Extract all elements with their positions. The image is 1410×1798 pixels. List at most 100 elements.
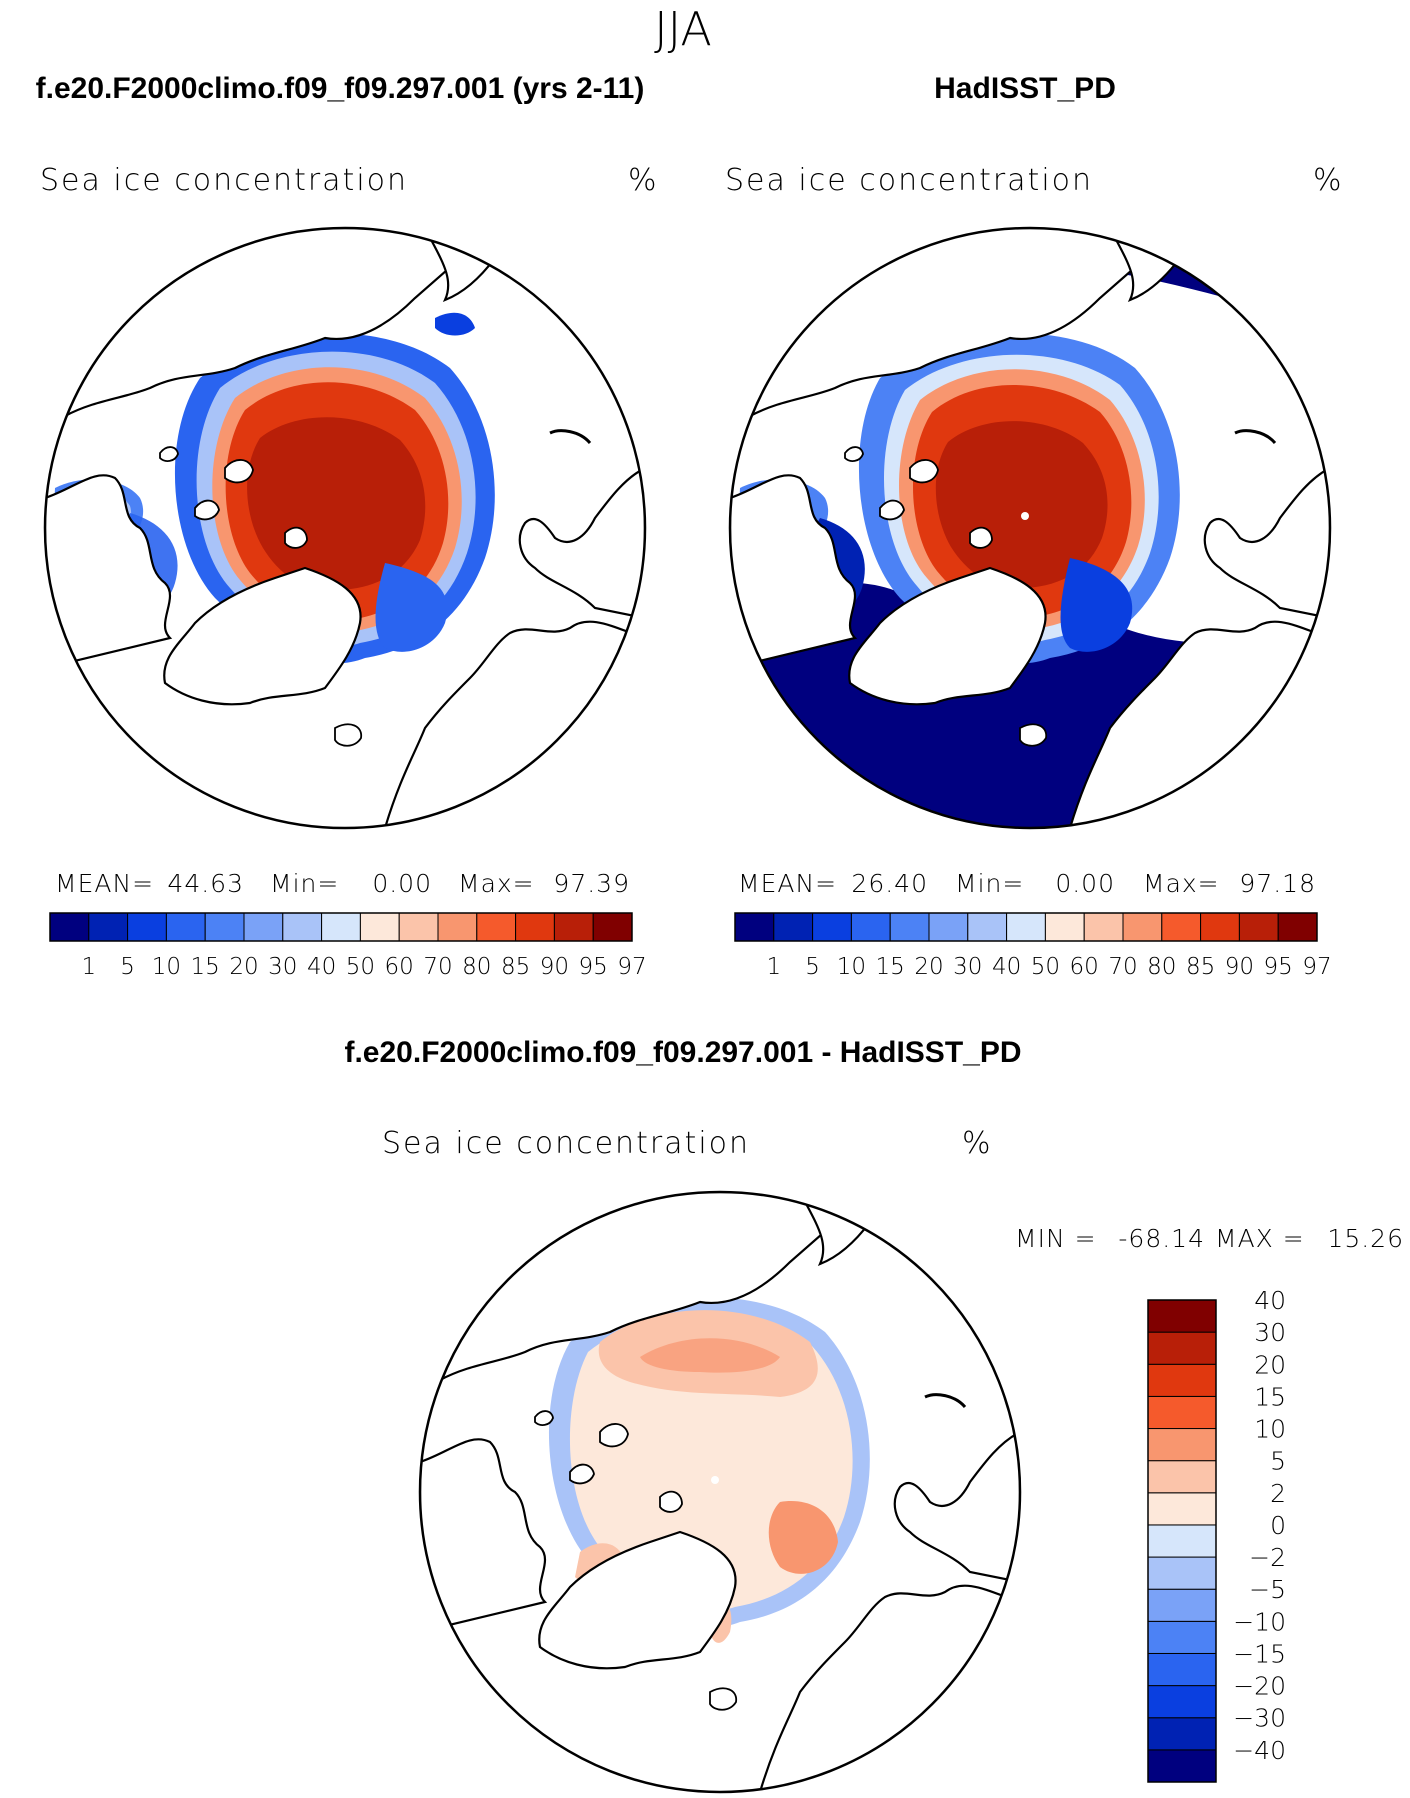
max-value-diff: 15.26 [1327,1224,1404,1253]
panel-obs: HadISST_PD Sea ice concentration % [725,72,1342,980]
colorbar-tick-label-diff: 10 [1254,1415,1286,1444]
colorbar-tick-label-obs: 97 [1302,954,1331,980]
colorbar-tick-label-diff: 2 [1270,1479,1286,1508]
colorbar-tick-label-diff: 5 [1270,1447,1286,1476]
colorbar-tick-label-obs: 80 [1147,954,1176,980]
mean-value-model: 44.63 [167,869,244,898]
colorbar-tick-label-obs: 85 [1186,954,1215,980]
colorbar-tick-label-obs: 20 [914,954,943,980]
colorbar-model: 1 5 10 15 20 30 40 50 60 70 80 85 90 95 97 [49,912,647,980]
variable-label-model: Sea ice concentration [40,163,408,198]
map-model [45,228,645,828]
colorbar-tick-label-obs: 70 [1108,954,1137,980]
map-boundary-diff [418,1190,1022,1794]
colorbar-swatch-obs [850,912,891,942]
variable-label-obs: Sea ice concentration [725,163,1093,198]
colorbar-tick-label-obs: 10 [837,954,866,980]
panel-header-diff: f.e20.F2000climo.f09_f09.297.001 - HadIS… [344,1036,1021,1069]
colorbar-tick-label-obs: 95 [1264,954,1293,980]
colorbar-swatch-diff [1147,1588,1217,1622]
units-label-diff: % [962,1126,991,1161]
map-boundary-model [43,226,647,830]
colorbar-tick-label-model: 70 [423,954,452,980]
variable-label-diff: Sea ice concentration [382,1126,750,1161]
colorbar-swatch-model [553,912,594,942]
colorbar-tick-label-diff: −10 [1233,1607,1286,1636]
colorbar-tick-label-diff: −30 [1233,1704,1286,1733]
mean-value-obs: 26.40 [851,869,928,898]
colorbar-swatch-diff [1147,1717,1217,1751]
colorbar-tick-label-model: 50 [346,954,375,980]
colorbar-swatch-diff [1147,1460,1217,1494]
min-value-diff: -68.14 [1118,1224,1205,1253]
colorbar-tick-label-obs: 1 [766,954,781,980]
colorbar-swatch-obs [1238,912,1279,942]
colorbar-frame-model [49,912,633,942]
colorbar-swatch-model [476,912,517,942]
mean-label-obs: MEAN= [738,869,837,898]
colorbar-obs: 1 5 10 15 20 30 40 50 60 70 80 85 90 95 97 [734,912,1332,980]
colorbar-swatch-model [165,912,206,942]
colorbar-swatch-obs [967,912,1008,942]
colorbar-swatch-diff [1147,1492,1217,1526]
colorbar-swatch-obs [773,912,814,942]
colorbar-tick-label-diff: 20 [1254,1350,1286,1379]
colorbar-tick-label-obs: 15 [876,954,905,980]
min-value-model: 0.00 [372,869,432,898]
colorbar-swatch-diff [1147,1524,1217,1558]
colorbar-swatch-obs [1044,912,1085,942]
units-label-model: % [628,163,657,198]
colorbar-swatch-diff [1147,1556,1217,1590]
colorbar-tick-label-model: 5 [120,954,135,980]
colorbar-swatch-diff [1147,1749,1217,1783]
season-title: JJA [654,2,712,56]
colorbar-tick-label-obs: 60 [1070,954,1099,980]
map-boundary-obs [728,226,1332,830]
panel-header-obs: HadISST_PD [934,72,1116,105]
colorbar-swatch-model [49,912,90,942]
colorbar-tick-label-obs: 90 [1225,954,1254,980]
panel-header-model: f.e20.F2000climo.f09_f09.297.001 (yrs 2-… [36,72,645,105]
min-label-diff: MIN = [1015,1224,1097,1253]
colorbar-tick-label-model: 40 [307,954,336,980]
colorbar-tick-label-diff: 15 [1254,1382,1286,1411]
colorbar-tick-label-model: 80 [462,954,491,980]
colorbar-tick-label-diff: −5 [1249,1575,1286,1604]
pole-hole-obs [1021,512,1029,520]
colorbar-tick-label-model: 60 [385,954,414,980]
min-label-obs: Min= [955,869,1024,898]
colorbar-frame-diff [1147,1299,1217,1783]
colorbar-swatch-model [398,912,439,942]
colorbar-tick-label-obs: 50 [1031,954,1060,980]
colorbar-tick-label-obs: 5 [805,954,820,980]
colorbar-tick-label-diff: −20 [1233,1672,1286,1701]
colorbar-swatch-diff [1147,1620,1217,1654]
pole-hole-diff [711,1476,719,1484]
colorbar-swatch-obs [1122,912,1163,942]
colorbar-tick-label-diff: 40 [1254,1286,1286,1315]
colorbar-swatch-model [515,912,555,942]
panel-model: f.e20.F2000climo.f09_f09.297.001 (yrs 2-… [36,72,657,980]
colorbar-swatch-model [359,912,400,942]
colorbar-swatch-diff [1147,1685,1217,1719]
colorbar-swatch-obs [1083,912,1124,942]
colorbar-tick-label-model: 1 [81,954,96,980]
colorbar-swatch-obs [928,912,969,942]
min-value-obs: 0.00 [1055,869,1115,898]
max-value-obs: 97.18 [1239,869,1316,898]
colorbar-swatch-obs [1161,912,1202,942]
colorbar-swatch-model [88,912,129,942]
colorbar-swatch-obs [1006,912,1046,942]
colorbar-tick-label-obs: 30 [953,954,982,980]
colorbar-tick-label-model: 20 [229,954,258,980]
panel-diff: f.e20.F2000climo.f09_f09.297.001 - HadIS… [344,1036,1404,1794]
colorbar-swatch-model [437,912,478,942]
max-label-diff: MAX = [1215,1224,1305,1253]
colorbar-tick-label-model: 10 [152,954,181,980]
colorbar-swatch-model [204,912,245,942]
colorbar-tick-label-diff: −2 [1249,1543,1286,1572]
colorbar-tick-label-model: 95 [579,954,608,980]
colorbar-swatch-obs [1277,912,1318,942]
colorbar-tick-label-model: 90 [540,954,569,980]
